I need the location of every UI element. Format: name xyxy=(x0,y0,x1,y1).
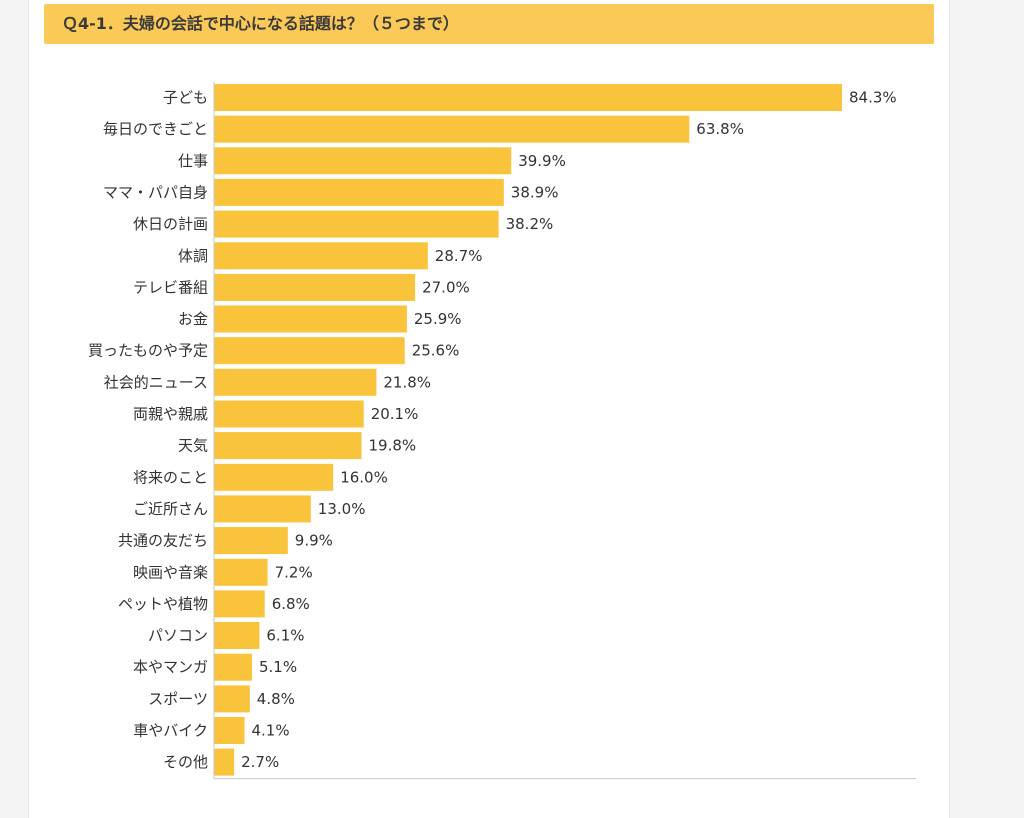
bar xyxy=(214,305,407,333)
value-label: 13.0% xyxy=(318,500,366,518)
bar xyxy=(214,432,362,460)
bar xyxy=(214,147,512,175)
category-label: ご近所さん xyxy=(133,500,208,518)
value-labels-group: 84.3% 63.8% 39.9% 38.9% 38.2% 28.7% 27.0% 25.9%… xyxy=(241,89,897,772)
category-label: スポーツ xyxy=(148,690,208,708)
bar xyxy=(214,463,334,491)
category-label: 体調 xyxy=(178,247,208,265)
value-label: 7.2% xyxy=(275,563,313,581)
bar xyxy=(214,653,252,681)
category-label: 休日の計画 xyxy=(133,215,208,233)
bar xyxy=(214,115,690,143)
bar xyxy=(214,273,416,301)
bar xyxy=(214,748,235,776)
value-label: 9.9% xyxy=(295,532,333,550)
value-label: 6.8% xyxy=(272,595,310,613)
bar xyxy=(214,242,428,270)
value-label: 25.9% xyxy=(414,310,462,328)
value-label: 63.8% xyxy=(696,120,744,138)
value-label: 21.8% xyxy=(383,373,431,391)
chart-title-bar: Ｑ4-1．夫婦の会話で中心になる話題は？（５つまで） xyxy=(44,4,934,44)
bar xyxy=(214,210,499,238)
chart-title: Ｑ4-1．夫婦の会話で中心になる話題は？（５つまで） xyxy=(62,14,459,33)
bar xyxy=(214,178,504,206)
value-label: 6.1% xyxy=(266,627,304,645)
bars-group xyxy=(214,84,842,776)
value-label: 28.7% xyxy=(435,247,483,265)
category-label: 買ったものや予定 xyxy=(88,342,208,360)
category-label: 両親や親戚 xyxy=(133,405,208,423)
category-label: ママ・パパ自身 xyxy=(103,183,208,201)
category-label: その他 xyxy=(163,753,208,771)
bar xyxy=(214,337,405,365)
value-label: 38.2% xyxy=(506,215,554,233)
category-label: 車やバイク xyxy=(133,722,208,740)
category-label: 本やマンガ xyxy=(133,658,208,676)
value-label: 4.1% xyxy=(252,722,290,740)
category-label: 仕事 xyxy=(178,152,208,170)
bar xyxy=(214,368,377,396)
category-labels-group: 子ども毎日のできごと仕事ママ・パパ自身休日の計画体調テレビ番組お金買ったものや予… xyxy=(88,89,208,772)
bar xyxy=(214,622,260,649)
bar xyxy=(214,717,245,744)
value-label: 20.1% xyxy=(371,405,419,423)
category-label: 子ども xyxy=(163,89,208,107)
category-label: 映画や音楽 xyxy=(133,563,208,581)
bar xyxy=(214,590,265,618)
value-label: 39.9% xyxy=(518,152,566,170)
bar xyxy=(214,495,311,523)
category-label: 社会的ニュース xyxy=(104,373,208,391)
value-label: 27.0% xyxy=(422,278,470,296)
value-label: 4.8% xyxy=(257,690,295,708)
category-label: パソコン xyxy=(148,627,208,645)
category-label: 共通の友だち xyxy=(118,532,208,550)
value-label: 84.3% xyxy=(849,89,897,107)
category-label: 将来のこと xyxy=(133,468,208,486)
value-label: 5.1% xyxy=(259,658,297,676)
category-label: 天気 xyxy=(178,437,208,455)
bar xyxy=(214,558,268,586)
value-label: 38.9% xyxy=(511,183,559,201)
bar xyxy=(214,84,842,111)
category-label: テレビ番組 xyxy=(133,278,208,296)
value-label: 25.6% xyxy=(412,342,460,360)
category-label: お金 xyxy=(178,310,208,328)
category-label: ペットや植物 xyxy=(118,595,208,613)
bar xyxy=(214,685,250,713)
value-label: 19.8% xyxy=(369,437,417,455)
bar xyxy=(214,400,364,428)
value-label: 16.0% xyxy=(340,468,388,486)
category-label: 毎日のできごと xyxy=(103,120,208,138)
value-label: 2.7% xyxy=(241,753,279,771)
bar xyxy=(214,527,288,555)
